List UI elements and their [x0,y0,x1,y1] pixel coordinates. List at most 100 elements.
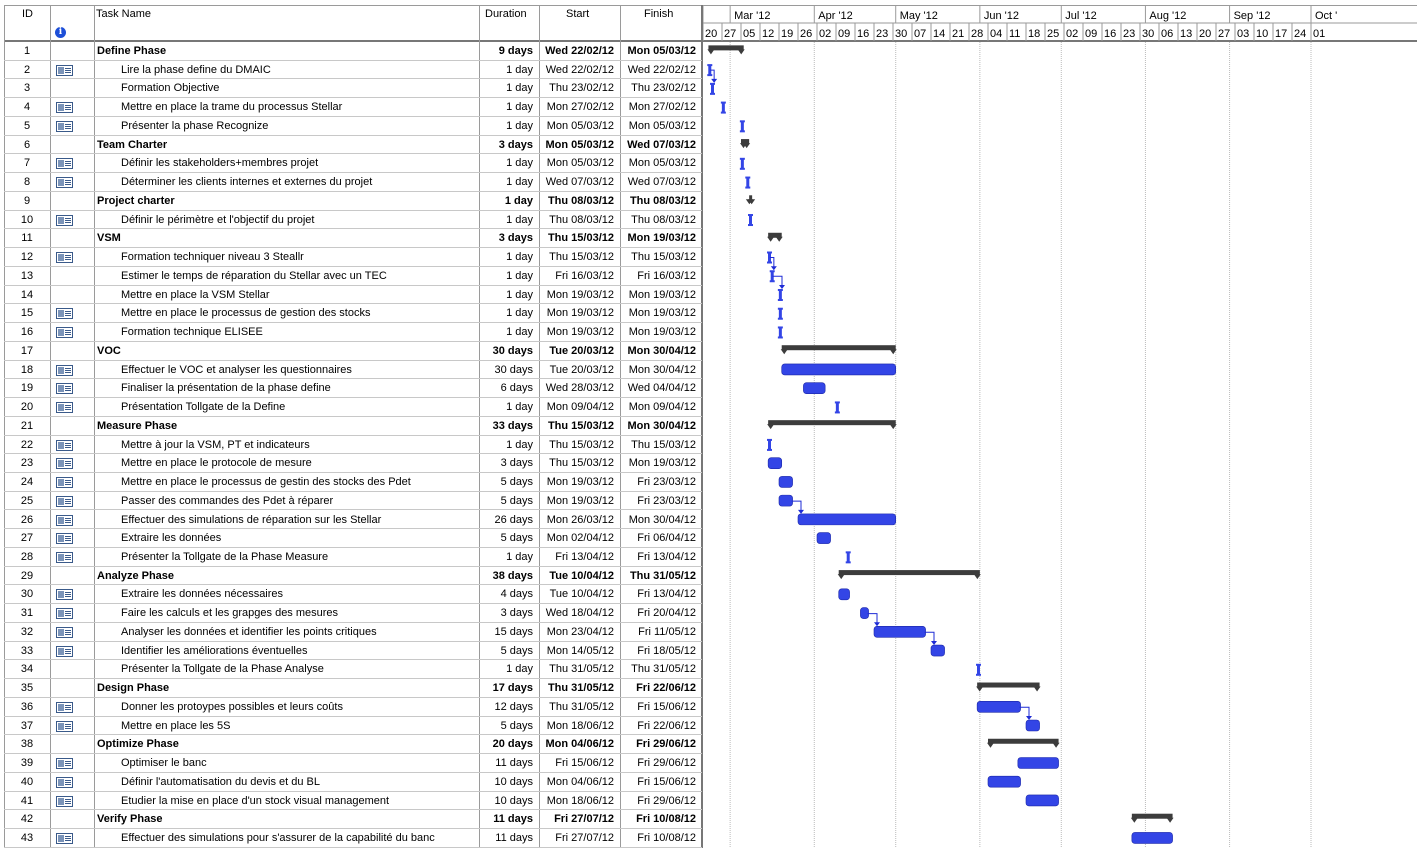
task-finish[interactable]: Fri 16/03/12 [637,269,696,282]
task-bar[interactable] [777,307,783,320]
task-duration[interactable]: 30 days [494,363,533,376]
column-header-id[interactable]: ID [22,8,33,20]
task-start[interactable]: Mon 18/06/12 [546,719,614,732]
task-duration[interactable]: 20 days [492,738,533,751]
task-name[interactable]: Mettre en place les 5S [121,719,231,732]
task-name[interactable]: Formation Objective [121,82,220,95]
task-duration[interactable]: 3 days [498,232,533,245]
task-start[interactable]: Thu 23/02/12 [549,82,614,95]
task-name[interactable]: Donner les protoypes possibles et leurs … [121,700,343,713]
task-duration[interactable]: 1 day [506,550,533,563]
task-row[interactable]: 5 Présenter la phase Recognize 1 day Mon… [4,117,702,136]
task-bar[interactable] [797,513,897,526]
task-duration[interactable]: 33 days [492,419,533,432]
table-chart-splitter[interactable] [701,5,703,848]
task-duration[interactable]: 1 day [506,326,533,339]
task-row[interactable]: 27 Extraire les données 5 days Mon 02/04… [4,529,702,548]
task-finish[interactable]: Wed 22/02/12 [627,63,696,76]
task-start[interactable]: Thu 31/05/12 [549,663,614,676]
summary-bar[interactable] [780,345,897,355]
task-row[interactable]: 39 Optimiser le banc 11 days Fri 15/06/1… [4,754,702,773]
task-finish[interactable]: Thu 15/03/12 [631,438,696,451]
task-row[interactable]: 31 Faire les calculs et les grapges des … [4,604,702,623]
task-name[interactable]: Mettre en place le processus de gestion … [121,307,371,320]
task-row[interactable]: 3 Formation Objective 1 day Thu 23/02/12… [4,79,702,99]
notes-icon[interactable] [56,458,73,470]
notes-icon[interactable] [56,758,73,770]
task-finish[interactable]: Mon 05/03/12 [628,119,696,132]
task-bar[interactable] [860,607,869,619]
task-start[interactable]: Wed 22/02/12 [545,45,614,57]
task-bar[interactable] [781,363,897,376]
task-start[interactable]: Tue 20/03/12 [549,363,614,376]
task-row[interactable]: 15 Mettre en place le processus de gesti… [4,304,702,324]
notes-icon[interactable] [56,402,73,414]
task-finish[interactable]: Wed 07/03/12 [627,176,696,189]
task-duration[interactable]: 38 days [492,569,533,582]
task-bar[interactable] [767,438,772,451]
task-duration[interactable]: 1 day [506,63,533,76]
task-finish[interactable]: Thu 08/03/12 [629,194,696,207]
column-header-start[interactable]: Start [566,8,590,20]
task-finish[interactable]: Fri 10/08/12 [637,832,696,845]
task-row[interactable]: 17 VOC 30 days Tue 20/03/12 Mon 30/04/12 [4,342,702,361]
task-bar[interactable] [816,532,831,544]
task-duration[interactable]: 1 day [506,213,533,226]
task-name[interactable]: Effectuer des simulations de réparation … [121,513,382,526]
task-duration[interactable]: 5 days [500,719,533,732]
task-name[interactable]: Extraire les données nécessaires [121,588,284,601]
task-start[interactable]: Thu 31/05/12 [549,700,614,713]
task-row[interactable]: 10 Définir le périmètre et l'objectif du… [4,211,702,230]
task-finish[interactable]: Mon 27/02/12 [628,101,696,114]
task-name[interactable]: Extraire les données [121,532,222,545]
task-bar[interactable] [976,700,1021,713]
task-duration[interactable]: 1 day [506,269,533,282]
task-name[interactable]: Optimize Phase [97,738,179,751]
task-start[interactable]: Mon 26/03/12 [546,513,614,526]
notes-icon[interactable] [56,477,73,489]
task-row[interactable]: 34 Présenter la Tollgate de la Phase Ana… [4,660,702,680]
task-duration[interactable]: 3 days [500,607,533,620]
task-row[interactable]: 30 Extraire les données nécessaires 4 da… [4,585,702,605]
task-bar[interactable] [778,476,793,488]
task-start[interactable]: Thu 08/03/12 [549,213,614,226]
summary-bar[interactable] [1130,813,1174,823]
task-start[interactable]: Mon 18/06/12 [546,794,614,807]
task-row[interactable]: 40 Définir l'automatisation du devis et … [4,773,702,792]
task-duration[interactable]: 1 day [504,194,533,207]
task-start[interactable]: Tue 10/04/12 [549,588,614,601]
notes-icon[interactable] [56,608,73,620]
notes-icon[interactable] [56,795,73,807]
column-header-duration[interactable]: Duration [485,8,527,20]
task-name[interactable]: Mettre en place le processus de gestin d… [121,476,411,489]
task-duration[interactable]: 1 day [506,663,533,676]
task-bar[interactable] [838,588,850,601]
task-row[interactable]: 35 Design Phase 17 days Thu 31/05/12 Fri… [4,679,702,698]
notes-icon[interactable] [56,439,73,451]
task-name[interactable]: Lire la phase define du DMAIC [121,63,271,76]
task-bar[interactable] [720,101,726,114]
task-name[interactable]: Identifier les améliorations éventuelles [121,644,308,657]
task-name[interactable]: Finaliser la présentation de la phase de… [121,382,331,395]
summary-bar[interactable] [767,232,783,242]
task-duration[interactable]: 5 days [500,476,533,489]
notes-icon[interactable] [56,645,73,657]
task-start[interactable]: Thu 08/03/12 [547,194,614,207]
task-finish[interactable]: Thu 15/03/12 [631,251,696,264]
task-duration[interactable]: 1 day [506,401,533,414]
task-row[interactable]: 18 Effectuer le VOC et analyser les ques… [4,361,702,380]
task-start[interactable]: Fri 27/07/12 [554,813,614,826]
summary-bar[interactable] [745,195,756,205]
task-row[interactable]: 32 Analyser les données et identifier le… [4,623,702,642]
task-row[interactable]: 41 Etudier la mise en place d'un stock v… [4,792,702,811]
task-row[interactable]: 14 Mettre en place la VSM Stellar 1 day … [4,286,702,305]
task-row[interactable]: 43 Effectuer des simulations pour s'assu… [4,829,702,848]
task-finish[interactable]: Fri 29/06/12 [637,757,696,770]
task-finish[interactable]: Fri 29/06/12 [637,794,696,807]
task-start[interactable]: Mon 27/02/12 [546,101,614,114]
task-finish[interactable]: Fri 13/04/12 [637,588,696,601]
column-header-task-name[interactable]: Task Name [96,8,152,20]
task-bar[interactable] [777,288,783,301]
summary-bar[interactable] [987,738,1060,748]
task-duration[interactable]: 11 days [495,757,533,770]
